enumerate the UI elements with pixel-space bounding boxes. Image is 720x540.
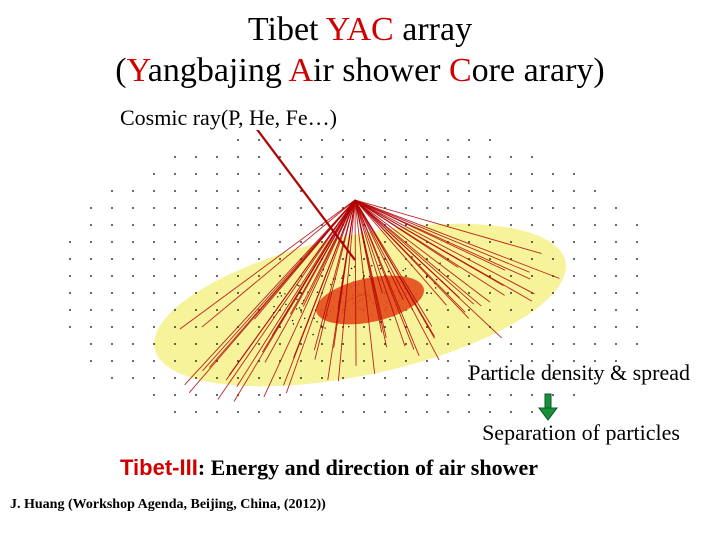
tibet3-prefix: Tibet-III [120, 455, 198, 480]
tibet3-caption: Tibet-III: Energy and direction of air s… [120, 455, 538, 481]
cosmic-ray-label: Cosmic ray(P, He, Fe…) [120, 105, 337, 131]
tibet3-rest: : Energy and direction of air shower [198, 455, 538, 480]
slide-title: Tibet YAC array (Yangbajing Air shower C… [0, 0, 720, 92]
density-label: Particle density & spread [468, 360, 690, 386]
credit-line: J. Huang (Workshop Agenda, Beijing, Chin… [6, 495, 330, 515]
separation-label: Separation of particles [482, 420, 680, 446]
